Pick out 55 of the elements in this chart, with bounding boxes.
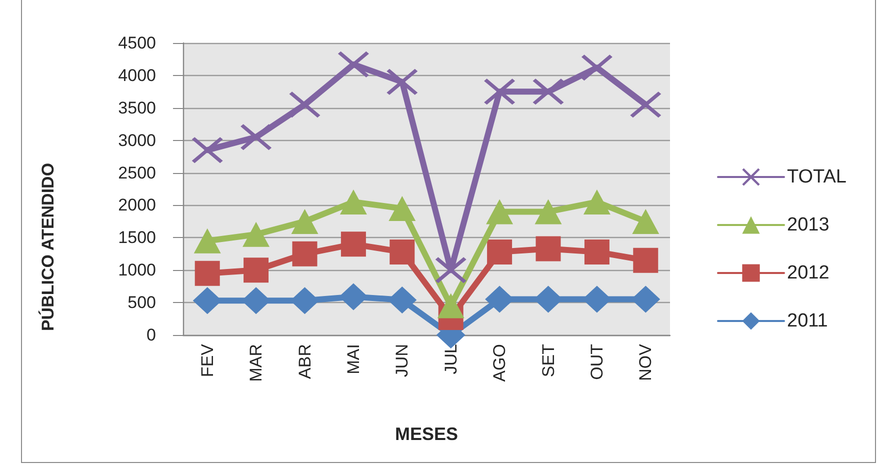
y-tick-label: 1500 bbox=[118, 228, 156, 248]
point bbox=[437, 293, 464, 318]
y-tick-label: 3500 bbox=[118, 98, 156, 118]
point bbox=[244, 258, 269, 283]
point bbox=[487, 239, 512, 264]
point bbox=[340, 189, 367, 214]
point bbox=[630, 92, 662, 118]
point bbox=[632, 208, 660, 234]
point bbox=[534, 199, 562, 224]
point bbox=[536, 236, 561, 262]
point bbox=[292, 241, 318, 266]
point bbox=[584, 239, 610, 264]
point bbox=[340, 232, 366, 257]
point bbox=[289, 92, 320, 118]
legend-label: 2013 bbox=[787, 214, 830, 236]
legend-label: TOTAL bbox=[787, 166, 846, 188]
point bbox=[386, 68, 418, 95]
y-tick-label: 4500 bbox=[118, 34, 156, 52]
point bbox=[581, 54, 612, 81]
x-tick-label: JUL bbox=[441, 344, 460, 374]
x-tick-label: NOV bbox=[636, 343, 656, 381]
y-tick-label: 2000 bbox=[118, 196, 156, 215]
y-axis-title: PÚBLICO ATENDIDO bbox=[38, 162, 58, 332]
point bbox=[435, 257, 466, 284]
point bbox=[633, 248, 658, 273]
y-tick-label: 2500 bbox=[118, 163, 156, 182]
x-axis-title: MESES bbox=[394, 424, 458, 444]
x-tick-label: SET bbox=[538, 344, 558, 378]
point bbox=[194, 260, 220, 286]
y-tick-label: 0 bbox=[146, 326, 156, 344]
x-tick-label: MAI bbox=[344, 344, 363, 374]
x-tick-label: ABR bbox=[295, 344, 314, 379]
x-tick-label: FEV bbox=[198, 343, 217, 378]
point bbox=[583, 189, 610, 214]
point bbox=[242, 222, 270, 247]
y-tick-label: 4000 bbox=[118, 66, 156, 85]
legend-label: 2011 bbox=[787, 310, 828, 332]
y-tick-label: 3000 bbox=[118, 130, 156, 150]
point bbox=[291, 208, 318, 234]
point bbox=[484, 78, 516, 105]
y-tick-label: 1000 bbox=[118, 260, 156, 280]
point bbox=[192, 137, 223, 164]
y-tick-label: 500 bbox=[128, 293, 156, 312]
point bbox=[338, 51, 369, 78]
x-tick-label: MAR bbox=[246, 344, 266, 382]
point bbox=[388, 196, 416, 221]
x-tick-label: JUN bbox=[392, 344, 412, 378]
point bbox=[532, 78, 564, 105]
legend-label: 2012 bbox=[787, 262, 830, 284]
point bbox=[486, 199, 514, 224]
point bbox=[194, 228, 221, 254]
x-tick-label: AGO bbox=[490, 344, 510, 382]
x-tick-label: OUT bbox=[587, 344, 606, 380]
point bbox=[240, 124, 272, 150]
point bbox=[390, 239, 415, 264]
